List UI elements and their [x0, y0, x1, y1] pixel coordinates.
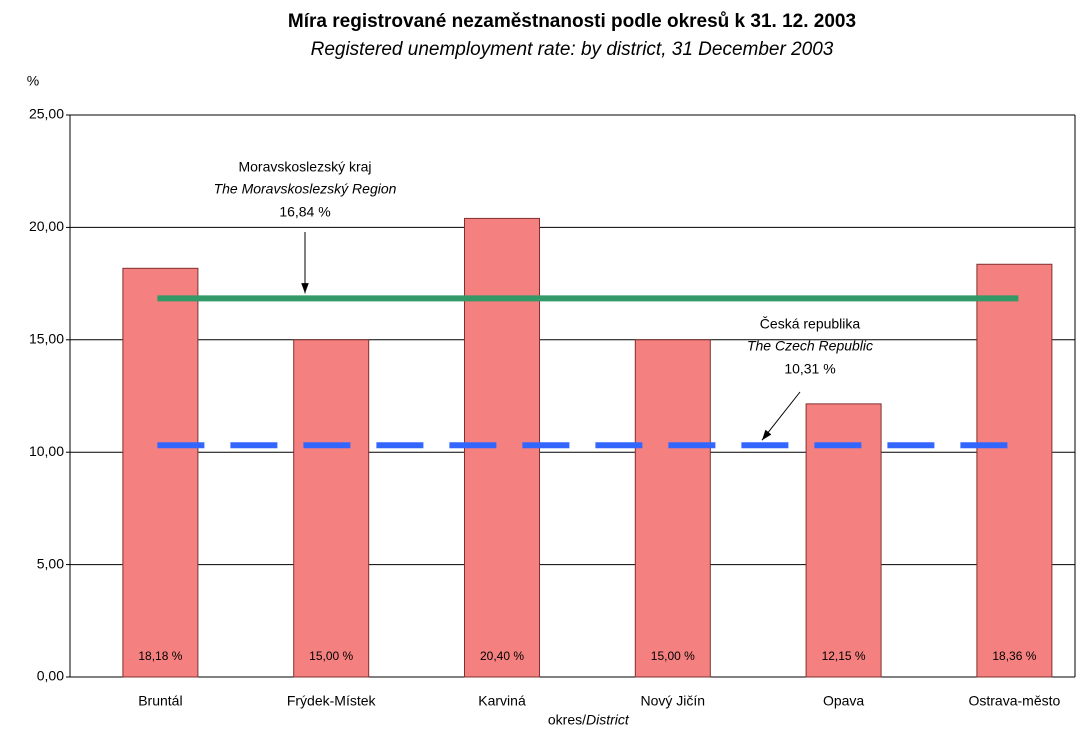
annotation-value: 10,31 %	[784, 361, 835, 377]
annotation-arrowhead	[762, 429, 772, 441]
annotation-name: Moravskoslezský kraj	[238, 159, 371, 175]
y-tick-label: 0,00	[37, 668, 64, 684]
x-tick-label: Nový Jičín	[641, 693, 706, 709]
x-tick-label: Ostrava-město	[968, 693, 1060, 709]
y-tick-label: 15,00	[29, 331, 64, 347]
chart-title: Míra registrované nezaměstnanosti podle …	[288, 11, 856, 32]
y-tick-label: 5,00	[37, 555, 64, 571]
annotation-name: Česká republika	[760, 316, 861, 332]
annotation-name-en: The Moravskoslezský Region	[214, 181, 397, 197]
annotation-value: 16,84 %	[279, 204, 330, 220]
x-tick-label: Frýdek-Místek	[287, 693, 377, 709]
chart-subtitle: Registered unemployment rate: by distric…	[311, 39, 834, 60]
annotation-name-en: The Czech Republic	[747, 338, 873, 354]
value-label: 18,36 %	[992, 649, 1036, 663]
y-tick-label: 20,00	[29, 218, 64, 234]
y-tick-label: 25,00	[29, 106, 64, 122]
x-tick-label: Karviná	[478, 693, 526, 709]
value-label: 18,18 %	[138, 649, 182, 663]
bar	[293, 339, 370, 678]
bar	[122, 267, 199, 678]
bar	[634, 339, 711, 678]
value-label: 15,00 %	[651, 649, 695, 663]
x-axis-label-en: District	[586, 712, 630, 728]
value-label: 12,15 %	[822, 649, 866, 663]
x-axis-label: okres/	[548, 712, 586, 728]
bar	[805, 403, 882, 678]
x-tick-label: Bruntál	[138, 693, 182, 709]
value-label: 20,40 %	[480, 649, 524, 663]
x-tick-label: Opava	[823, 693, 864, 709]
value-label: 15,00 %	[309, 649, 353, 663]
y-tick-label: 10,00	[29, 443, 64, 459]
bar	[976, 263, 1053, 678]
annotation-arrowhead	[301, 283, 309, 294]
y-axis-label: %	[27, 73, 39, 89]
